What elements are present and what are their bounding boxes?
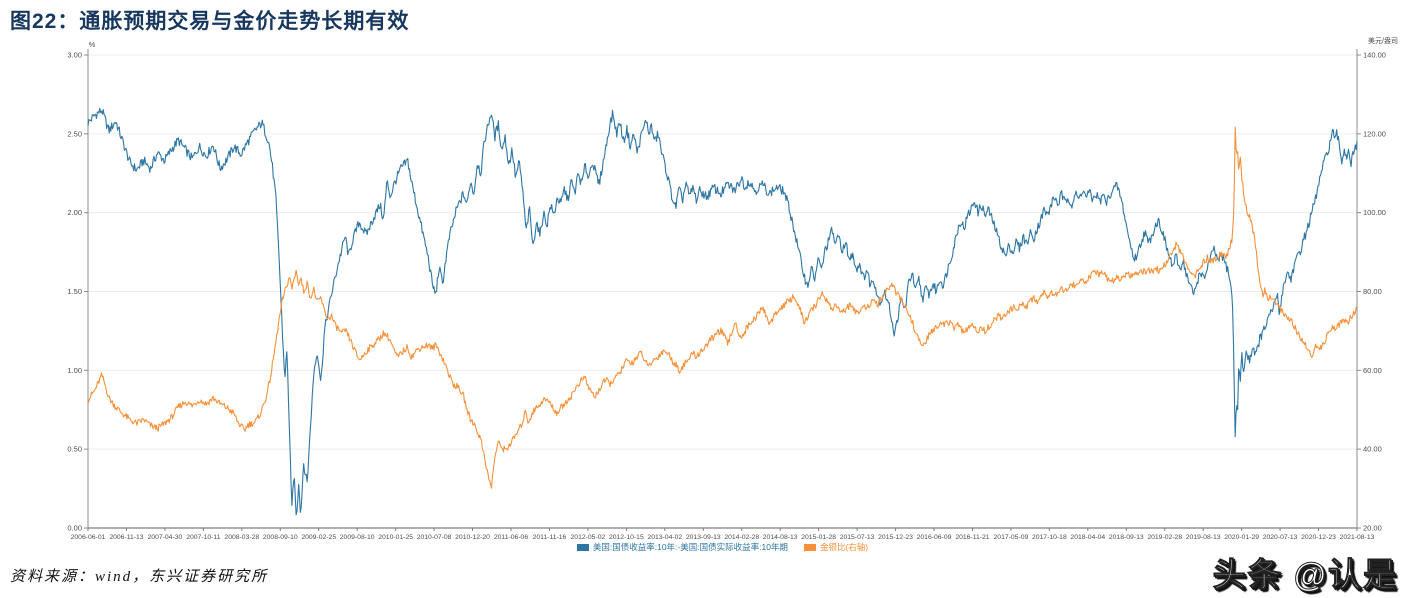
x-axis-tick-label: 2018-09-13: [1109, 534, 1144, 541]
right-axis-tick-label: 20.00: [1363, 524, 1382, 533]
right-axis-tick-label: 80.00: [1363, 287, 1382, 296]
x-axis-tick-label: 2017-05-09: [994, 534, 1029, 541]
left-axis-tick-label: 0.00: [67, 524, 82, 533]
left-axis-tick-label: 2.50: [67, 129, 82, 138]
x-axis-tick-label: 2013-09-13: [686, 534, 721, 541]
figure-title: 图22：通胀预期交易与金价走势长期有效: [10, 10, 410, 33]
x-axis-tick-label: 2010-01-25: [378, 534, 413, 541]
x-axis-tick-label: 2006-11-13: [109, 534, 143, 541]
x-axis-tick-label: 2009-08-10: [340, 534, 375, 541]
left-axis-unit: %: [89, 40, 96, 49]
x-axis-tick-label: 2007-10-11: [186, 534, 220, 541]
x-axis-tick-label: 2008-03-28: [224, 534, 259, 541]
right-axis-tick-label: 40.00: [1363, 445, 1382, 454]
x-axis-tick-label: 2014-02-28: [724, 534, 759, 541]
x-axis-tick-label: 2011-06-06: [494, 534, 528, 541]
x-axis-tick-label: 2006-06-01: [71, 534, 106, 541]
x-axis-tick-label: 2007-04-30: [148, 534, 183, 541]
x-axis-tick-label: 2014-08-13: [763, 534, 798, 541]
x-axis-tick-label: 2011-11-16: [533, 534, 567, 541]
x-axis-tick-label: 2015-12-23: [878, 534, 913, 541]
x-axis-tick-label: 2018-04-04: [1070, 534, 1105, 541]
x-axis-tick-label: 2015-01-28: [801, 534, 836, 541]
left-axis-tick-label: 0.50: [67, 445, 82, 454]
series-line-breakeven-inflation: [87, 107, 1358, 516]
series-line-gold-silver-ratio: [87, 126, 1358, 489]
x-axis-tick-label: 2016-06-09: [917, 534, 952, 541]
watermark: 头条 @认是: [1212, 556, 1398, 594]
x-axis-tick-label: 2016-11-21: [955, 534, 989, 541]
x-axis-tick-label: 2010-07-08: [417, 534, 452, 541]
x-axis-tick-label: 2012-10-15: [609, 534, 644, 541]
x-axis-tick-label: 2009-02-25: [301, 534, 336, 541]
x-axis-tick-label: 2019-08-13: [1186, 534, 1221, 541]
left-axis-tick-label: 1.00: [67, 366, 82, 375]
x-axis-tick-label: 2020-12-23: [1301, 534, 1336, 541]
left-axis-tick-label: 3.00: [67, 51, 82, 60]
x-axis-tick-label: 2010-12-20: [455, 534, 490, 541]
x-axis-tick-label: 2012-05-02: [571, 534, 606, 541]
right-axis-tick-label: 60.00: [1363, 366, 1382, 375]
x-axis-tick-label: 2013-04-02: [647, 534, 682, 541]
source-note: 资料来源：wind，东兴证券研究所: [10, 569, 269, 585]
x-axis-tick-label: 2021-08-13: [1340, 534, 1375, 541]
x-axis-tick-label: 2020-07-13: [1263, 534, 1298, 541]
left-axis-tick-label: 1.50: [67, 287, 82, 296]
left-axis-tick-label: 2.00: [67, 208, 82, 217]
x-axis-tick-label: 2008-09-10: [263, 534, 298, 541]
x-axis-tick-label: 2019-02-28: [1147, 534, 1182, 541]
right-axis-tick-label: 120.00: [1363, 129, 1386, 138]
right-axis-tick-label: 100.00: [1363, 208, 1386, 217]
x-axis-tick-label: 2017-10-18: [1032, 534, 1067, 541]
right-axis-tick-label: 140.00: [1363, 51, 1386, 60]
right-axis-unit: 美元/盎司: [1368, 36, 1398, 45]
x-axis-tick-label: 2020-01-29: [1224, 534, 1259, 541]
x-axis-tick-label: 2015-07-13: [840, 534, 875, 541]
